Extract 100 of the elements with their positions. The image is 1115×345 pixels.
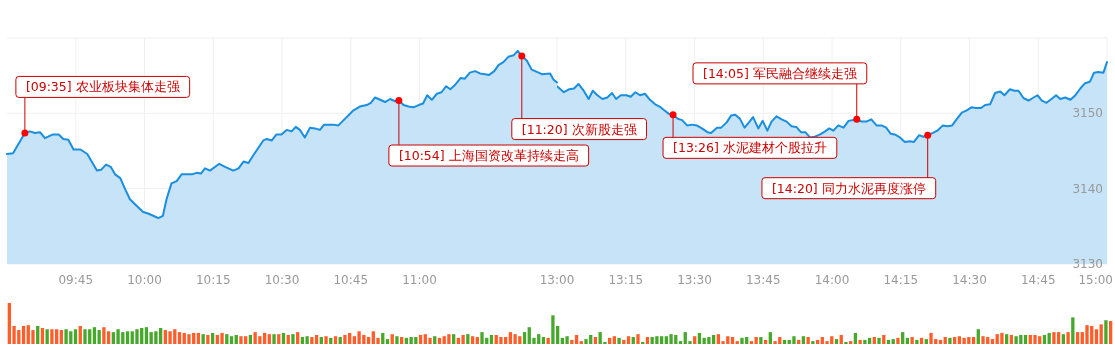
bar [489,334,494,344]
bar [50,329,54,344]
bar [106,331,111,344]
bar [1085,325,1089,344]
bar [707,337,711,344]
bar [711,334,716,344]
bar [310,337,314,344]
bar [844,341,848,344]
bar [503,337,508,344]
y-tick-label: 3140 [1072,181,1103,196]
bar [971,337,976,344]
bar [286,334,290,344]
bar [1052,332,1056,344]
bar [560,337,565,344]
bar [678,341,683,344]
x-tick-label: 09:45 [58,273,94,287]
bar [21,325,26,344]
bar [806,337,810,344]
bar [480,332,484,344]
bar [158,328,163,344]
x-tick-label: 10:45 [333,273,369,287]
bar [612,336,617,344]
x-tick-label: 13:30 [677,273,712,287]
bar [891,339,895,344]
bar [54,329,59,344]
annotation: [11:20] 次新股走强 [521,121,637,137]
bar [1056,332,1061,344]
bar [466,334,470,344]
bar [229,336,234,344]
bar [239,336,243,344]
bar [206,334,210,344]
bar [801,336,806,344]
bar [981,336,985,344]
bar [1009,334,1014,344]
bar [234,334,238,344]
bar [1000,332,1004,344]
bar [409,337,413,344]
bar [366,337,371,344]
x-tick-label: 14:45 [1020,273,1056,287]
bar [990,339,995,344]
bar [1075,332,1080,344]
bar [1042,334,1047,344]
bar [418,334,423,344]
x-tick-label: 11:00 [402,273,437,287]
bar [882,334,886,344]
bar [541,337,546,344]
bar [291,334,295,344]
bar [36,325,40,344]
bar [759,337,763,344]
bar [154,331,158,344]
bar [456,337,461,344]
bar [607,337,612,344]
bar [400,337,404,344]
bar [659,336,664,344]
bar [314,334,319,344]
bar [858,339,862,344]
bar [1005,334,1009,344]
bar [59,330,64,344]
bar [730,337,735,344]
x-tick-label: 13:45 [745,273,781,287]
annotation: [09:35] 农业板块集体走强 [25,79,180,95]
bar [248,334,253,344]
x-tick-label: 13:15 [608,273,644,287]
bar [669,334,673,344]
bar [187,334,191,344]
x-tick-label: 10:00 [127,273,162,287]
bar [792,336,796,344]
bar [834,339,839,344]
bar [522,332,527,344]
bar [225,334,229,344]
bar [896,337,900,344]
bar [1066,332,1070,344]
annotation: [10:54] 上海国资改革持续走高 [398,148,579,164]
bar [333,336,338,344]
bar [385,339,390,344]
bar [593,337,598,344]
x-tick-label: 14:15 [883,273,919,287]
bar [461,334,465,344]
bar [168,331,172,344]
bar [929,332,933,344]
bar [329,337,333,344]
bar [78,325,82,344]
bar [390,334,394,344]
bar [300,337,305,344]
bar [631,337,635,344]
bar [144,327,149,344]
x-tick-label: 15:00 [1078,273,1113,287]
bar [754,337,758,344]
bar [905,337,910,344]
bar [1104,320,1108,344]
bar [655,336,659,344]
bar [773,341,777,344]
bar [740,337,744,344]
bar [102,327,106,344]
bar [693,336,697,344]
bar [962,337,966,344]
bar [1033,334,1037,344]
bar [433,336,437,344]
bar [499,337,503,344]
bar [404,337,409,344]
